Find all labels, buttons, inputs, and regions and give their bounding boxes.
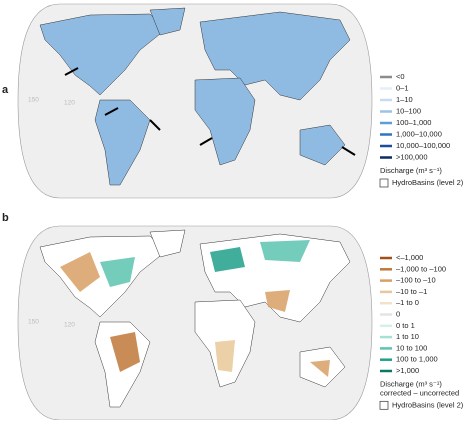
legend-label: <–1,000 — [396, 253, 423, 262]
legend-label: 1,000–10,000 — [396, 129, 442, 138]
legend-label: 0 to 1 — [396, 321, 415, 330]
legend-label: >1,000 — [396, 366, 419, 375]
legend-label: 0 — [396, 309, 400, 318]
graticule-label: 150 — [28, 97, 39, 104]
legend-label: –100 to –10 — [396, 276, 436, 285]
legend-label: HydroBasins (level 2) — [392, 400, 464, 409]
panel-label: b — [2, 212, 9, 224]
legend-label: 100–1,000 — [396, 118, 431, 127]
legend-label: HydroBasins (level 2) — [392, 178, 464, 187]
legend-label: 10–100 — [396, 106, 421, 115]
legend-label: >100,000 — [396, 152, 428, 161]
map-b — [17, 225, 373, 421]
panel-label: a — [2, 84, 9, 96]
legend-label: –1,000 to –100 — [396, 264, 446, 273]
legend-label: 100 to 1,000 — [396, 355, 438, 364]
legend-label: 10,000–100,000 — [396, 141, 450, 150]
legend-subtitle: corrected – uncorrected — [380, 388, 459, 397]
legend-title: Discharge (m³ s⁻¹) — [380, 166, 442, 175]
legend-label: –1 to 0 — [396, 298, 419, 307]
basin-swatch — [379, 178, 389, 188]
legend-title: Discharge (m³ s⁻¹) — [380, 379, 442, 388]
basin-swatch — [379, 400, 389, 410]
legend-label: 1 to 10 — [396, 332, 419, 341]
legend-label: 1–10 — [396, 95, 413, 104]
legend-label: 10 to 100 — [396, 343, 427, 352]
graticule-label: 120 — [64, 100, 75, 107]
legend-label: 0–1 — [396, 83, 409, 92]
graticule-label: 120 — [64, 322, 75, 329]
legend-label: <0 — [396, 72, 405, 81]
graticule-label: 150 — [28, 319, 39, 326]
legend-label: –10 to –1 — [396, 287, 427, 296]
map-a — [17, 3, 373, 199]
